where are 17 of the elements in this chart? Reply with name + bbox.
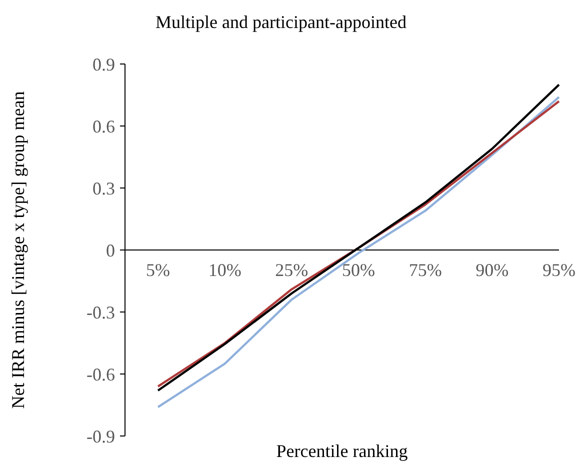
x-tick-label: 10% bbox=[208, 260, 242, 280]
y-tick-label: -0.3 bbox=[86, 302, 115, 322]
y-tick-label: 0.3 bbox=[92, 178, 115, 198]
x-tick-label: 75% bbox=[408, 260, 442, 280]
chart-title: Multiple and participant-appointed bbox=[156, 12, 406, 32]
y-tick-label: 0 bbox=[106, 240, 115, 260]
x-tick-label: 90% bbox=[476, 260, 509, 280]
x-tick-label: 25% bbox=[275, 260, 308, 280]
y-tick-label: 0.9 bbox=[92, 54, 115, 74]
x-axis-title: Percentile ranking bbox=[276, 441, 408, 461]
x-tick-label: 50% bbox=[342, 260, 375, 280]
x-tick-label: 5% bbox=[146, 260, 170, 280]
x-tick-label: 95% bbox=[542, 260, 576, 280]
y-tick-label: -0.6 bbox=[86, 364, 115, 384]
y-tick-label: -0.9 bbox=[86, 426, 115, 446]
y-axis-title: Net IRR minus [vintage x type] group mean bbox=[8, 91, 28, 409]
y-tick-label: 0.6 bbox=[92, 116, 115, 136]
